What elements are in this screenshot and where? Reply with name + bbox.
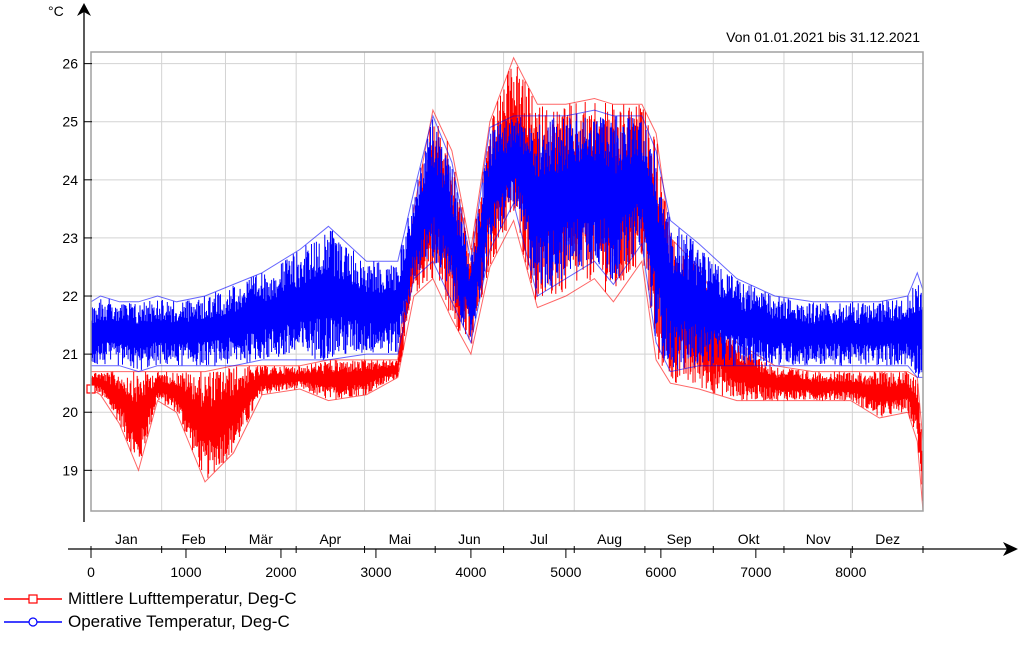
series-low-envelope xyxy=(91,201,923,378)
legend-label-air-temperature: Mittlere Lufttemperatur, Deg-C xyxy=(68,589,297,608)
legend-label-operative-temperature: Operative Temperatur, Deg-C xyxy=(68,612,290,631)
month-label: Apr xyxy=(319,531,341,547)
y-tick-label: 24 xyxy=(62,172,78,188)
plot-area xyxy=(86,56,924,512)
y-tick-label: 20 xyxy=(62,404,78,420)
month-label: Aug xyxy=(597,531,622,547)
y-tick-label: 23 xyxy=(62,230,78,246)
series-mittlere-lufttemperatur xyxy=(90,66,924,501)
x-tick-label: 1000 xyxy=(170,564,201,580)
x-tick-label: 3000 xyxy=(360,564,391,580)
x-axis: Jan Feb Mär Apr Mai Jun Jul Aug Sep Okt Nov Dez 0 100… xyxy=(68,531,1018,580)
x-tick-label: 7000 xyxy=(740,564,771,580)
month-label: Mai xyxy=(389,531,412,547)
series-operative-temperatur xyxy=(90,113,924,378)
series-low-envelope xyxy=(90,219,924,512)
y-tick-label: 22 xyxy=(62,288,78,304)
month-label: Okt xyxy=(738,531,760,547)
y-axis: 19 20 21 22 23 24 25 26 xyxy=(62,3,92,522)
y-tick-label: 21 xyxy=(62,346,78,362)
y-tick-label: 25 xyxy=(62,114,78,130)
x-axis-arrow-icon xyxy=(1003,542,1018,556)
date-range-label: Von 01.01.2021 bis 31.12.2021 xyxy=(726,29,920,45)
x-tick-label: 6000 xyxy=(645,564,676,580)
month-label: Nov xyxy=(806,531,831,547)
circle-marker-icon xyxy=(4,617,62,627)
square-marker-icon xyxy=(4,594,62,604)
temperature-chart: 19 20 21 22 23 24 25 26 Jan Feb Mär Apr Mai Jun Jul Au… xyxy=(48,3,1018,580)
y-tick-label: 19 xyxy=(62,462,78,478)
x-tick-label: 5000 xyxy=(550,564,581,580)
month-label: Jan xyxy=(115,531,138,547)
legend-item-air-temperature: Mittlere Lufttemperatur, Deg-C xyxy=(0,588,297,610)
y-tick-label: 26 xyxy=(62,56,78,72)
legend-item-operative-temperature: Operative Temperatur, Deg-C xyxy=(0,611,290,633)
month-label: Jun xyxy=(458,531,481,547)
x-tick-label: 0 xyxy=(87,564,95,580)
series-high-envelope xyxy=(91,56,924,442)
month-label: Mär xyxy=(249,531,273,547)
y-unit-label: °C xyxy=(48,3,64,19)
x-tick-label: 2000 xyxy=(265,564,296,580)
month-label: Feb xyxy=(182,531,206,547)
x-tick-label: 8000 xyxy=(835,564,866,580)
y-axis-arrow-icon xyxy=(77,3,91,16)
x-tick-label: 4000 xyxy=(455,564,486,580)
month-label: Sep xyxy=(667,531,692,547)
month-label: Dez xyxy=(875,531,900,547)
plot-frame xyxy=(90,51,924,512)
series-high-envelope xyxy=(90,109,924,303)
month-label: Jul xyxy=(530,531,548,547)
